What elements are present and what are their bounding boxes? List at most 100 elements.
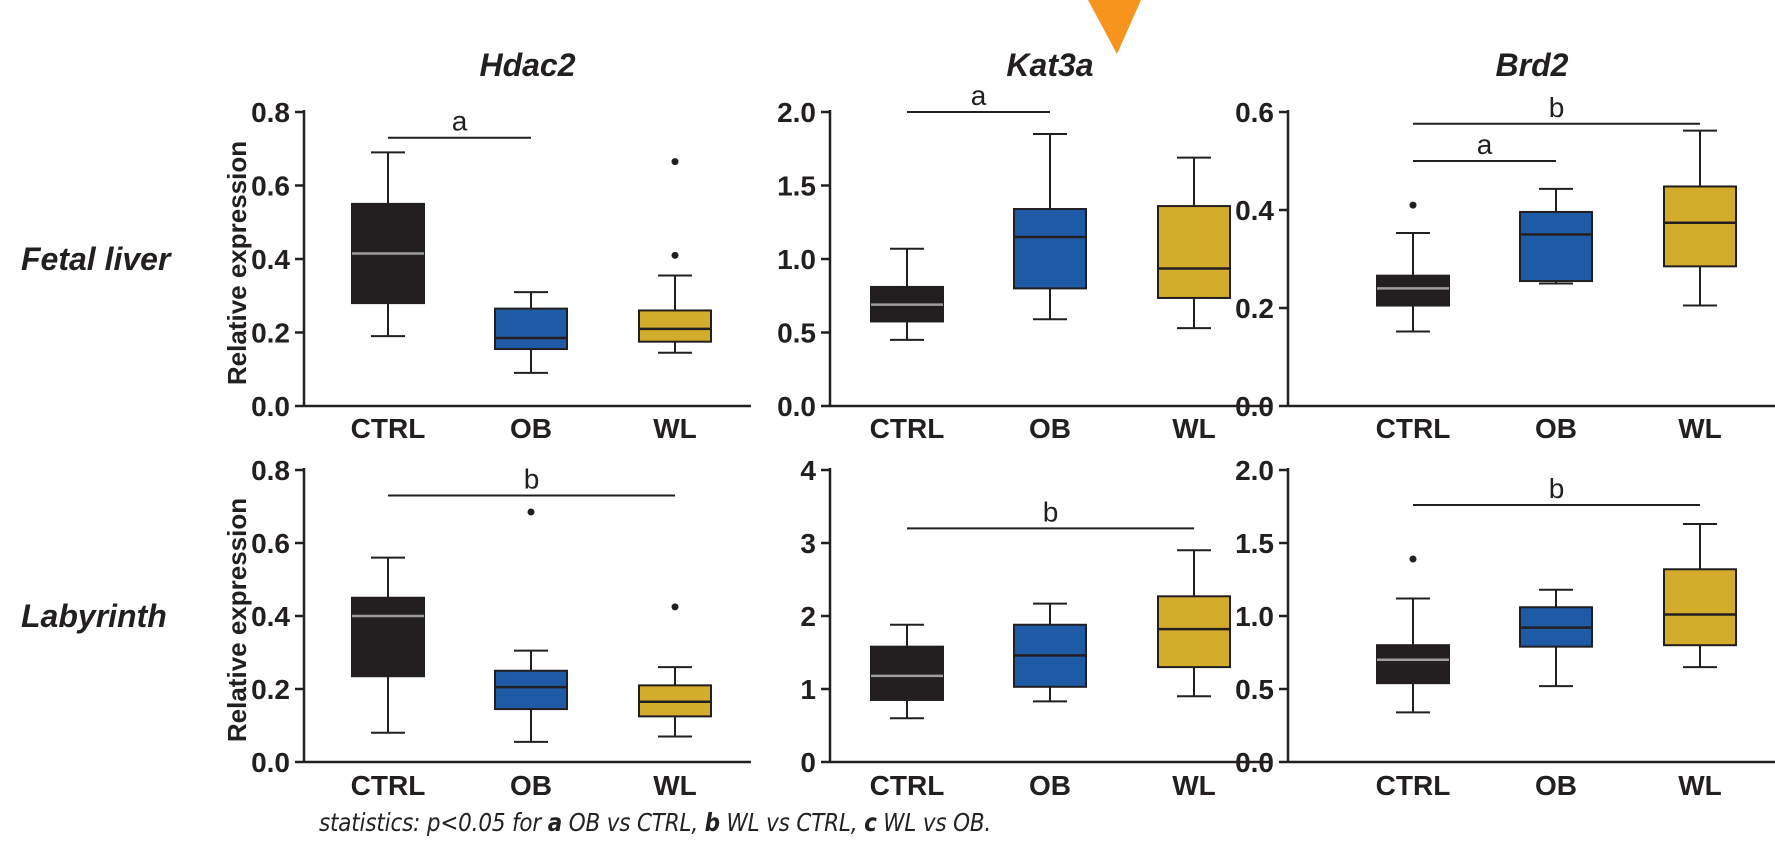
box-plot-kat3a-fetal-liver: Kat3a 0.0 0.5 1.0 1.5 2.0 CTRL OB WL a <box>777 47 1270 444</box>
significance-label: b <box>1549 92 1565 123</box>
box-wl <box>638 158 712 354</box>
y-tick-label: 2.0 <box>777 97 816 128</box>
y-tick-label: 0.2 <box>1235 293 1274 324</box>
box-iqr <box>351 596 425 678</box>
y-tick-label: 0.8 <box>251 455 290 486</box>
box-iqr <box>870 645 944 701</box>
x-tick-label: WL <box>1172 770 1216 801</box>
box-ob <box>494 291 568 374</box>
box-iqr <box>1157 595 1231 669</box>
row-label: Labyrinth <box>21 598 167 634</box>
y-tick-label: 0.2 <box>251 674 290 705</box>
y-tick-label: 2.0 <box>1235 455 1274 486</box>
y-tick-label: 0.0 <box>1235 747 1274 778</box>
box-iqr <box>1013 208 1087 290</box>
y-tick-label: 1.0 <box>777 244 816 275</box>
x-tick-label: WL <box>653 413 697 444</box>
outlier-point <box>671 158 679 166</box>
y-tick-label: 0.5 <box>777 318 816 349</box>
box-ctrl <box>870 247 944 341</box>
orange-arrow-marker <box>1088 0 1141 54</box>
box-ob <box>1013 602 1087 703</box>
row-label: Fetal liver <box>21 241 172 277</box>
box-wl <box>1663 129 1737 307</box>
statistics-note: statistics: p<0.05 for a OB vs CTRL, b W… <box>319 808 991 837</box>
x-tick-label: OB <box>510 770 552 801</box>
box-iqr <box>1663 185 1737 268</box>
box-plot-brd2-labyrinth: 0.0 0.5 1.0 1.5 2.0 CTRL OB WL b <box>1235 455 1775 801</box>
box-plot-hdac2-labyrinth: Labyrinth Relative expression 0.0 0.2 0.4 0.6… <box>21 455 751 801</box>
x-tick-label: CTRL <box>351 413 426 444</box>
box-plot-hdac2-fetal-liver: Hdac2 Fetal liver Relative expression 0.0 0.… <box>21 47 751 444</box>
significance-label: b <box>1043 496 1059 527</box>
outlier-point <box>527 508 535 516</box>
stats-letter-b: b <box>704 808 720 837</box>
significance-label: a <box>971 80 987 111</box>
outlier-point <box>1409 555 1417 563</box>
x-tick-label: OB <box>1535 413 1577 444</box>
outlier-point <box>671 603 679 611</box>
box-wl <box>1663 523 1737 669</box>
box-iqr <box>494 307 568 351</box>
box-ctrl <box>1376 555 1450 714</box>
box-plot-grid: Hdac2 Fetal liver Relative expression 0.0 0.… <box>21 47 1775 801</box>
box-ob <box>1519 187 1593 285</box>
y-axis-label: Relative expression <box>222 141 252 385</box>
x-tick-label: WL <box>1172 413 1216 444</box>
y-tick-label: 0.0 <box>777 391 816 422</box>
x-tick-label: CTRL <box>870 413 945 444</box>
box-ob <box>494 508 568 743</box>
y-tick-label: 3 <box>800 528 816 559</box>
x-tick-label: CTRL <box>1376 770 1451 801</box>
box-wl <box>1157 156 1231 330</box>
x-tick-label: WL <box>1678 413 1722 444</box>
y-tick-label: 0.0 <box>251 747 290 778</box>
x-tick-label: WL <box>653 770 697 801</box>
y-tick-label: 4 <box>800 455 816 486</box>
box-wl <box>638 603 712 738</box>
x-tick-label: CTRL <box>870 770 945 801</box>
x-tick-label: CTRL <box>351 770 426 801</box>
box-ctrl <box>870 623 944 720</box>
y-tick-label: 0.8 <box>251 97 290 128</box>
significance-label: a <box>452 106 468 137</box>
x-tick-label: OB <box>510 413 552 444</box>
y-tick-label: 0.6 <box>251 171 290 202</box>
box-iqr <box>638 309 712 343</box>
panel-title: Kat3a <box>1006 47 1093 83</box>
y-tick-label: 2 <box>800 601 816 632</box>
y-tick-label: 0.4 <box>251 601 290 632</box>
box-iqr <box>1157 205 1231 299</box>
panel-title: Hdac2 <box>479 47 575 83</box>
y-tick-label: 1.0 <box>1235 601 1274 632</box>
x-tick-label: CTRL <box>1376 413 1451 444</box>
x-tick-label: WL <box>1678 770 1722 801</box>
significance-label: b <box>1549 473 1565 504</box>
y-tick-label: 0 <box>800 747 816 778</box>
box-ctrl <box>1376 201 1450 333</box>
box-ob <box>1519 588 1593 688</box>
y-tick-label: 0.0 <box>1235 391 1274 422</box>
x-tick-label: OB <box>1029 770 1071 801</box>
stats-text-c: WL vs OB. <box>876 808 992 837</box>
y-tick-label: 0.0 <box>251 391 290 422</box>
box-iqr <box>494 669 568 711</box>
panel-title: Brd2 <box>1496 47 1569 83</box>
box-iqr <box>1519 210 1593 283</box>
y-tick-label: 1.5 <box>777 171 816 202</box>
y-tick-label: 0.4 <box>1235 195 1274 226</box>
outlier-point <box>671 251 679 259</box>
box-iqr <box>1663 568 1737 647</box>
significance-label: a <box>1477 129 1493 160</box>
stats-text-a: OB vs CTRL, <box>562 808 705 837</box>
y-tick-label: 0.4 <box>251 244 290 275</box>
box-plot-brd2-fetal-liver: Brd2 0.0 0.2 0.4 0.6 CTRL OB WL a b <box>1235 47 1775 444</box>
x-tick-label: OB <box>1029 413 1071 444</box>
stats-text-b: WL vs CTRL, <box>719 808 865 837</box>
box-plot-kat3a-labyrinth: 0 1 2 3 4 CTRL OB WL b <box>800 455 1270 801</box>
box-iqr <box>1376 274 1450 307</box>
stats-letter-a: a <box>547 808 563 837</box>
y-tick-label: 0.6 <box>251 528 290 559</box>
box-ctrl <box>351 151 425 338</box>
